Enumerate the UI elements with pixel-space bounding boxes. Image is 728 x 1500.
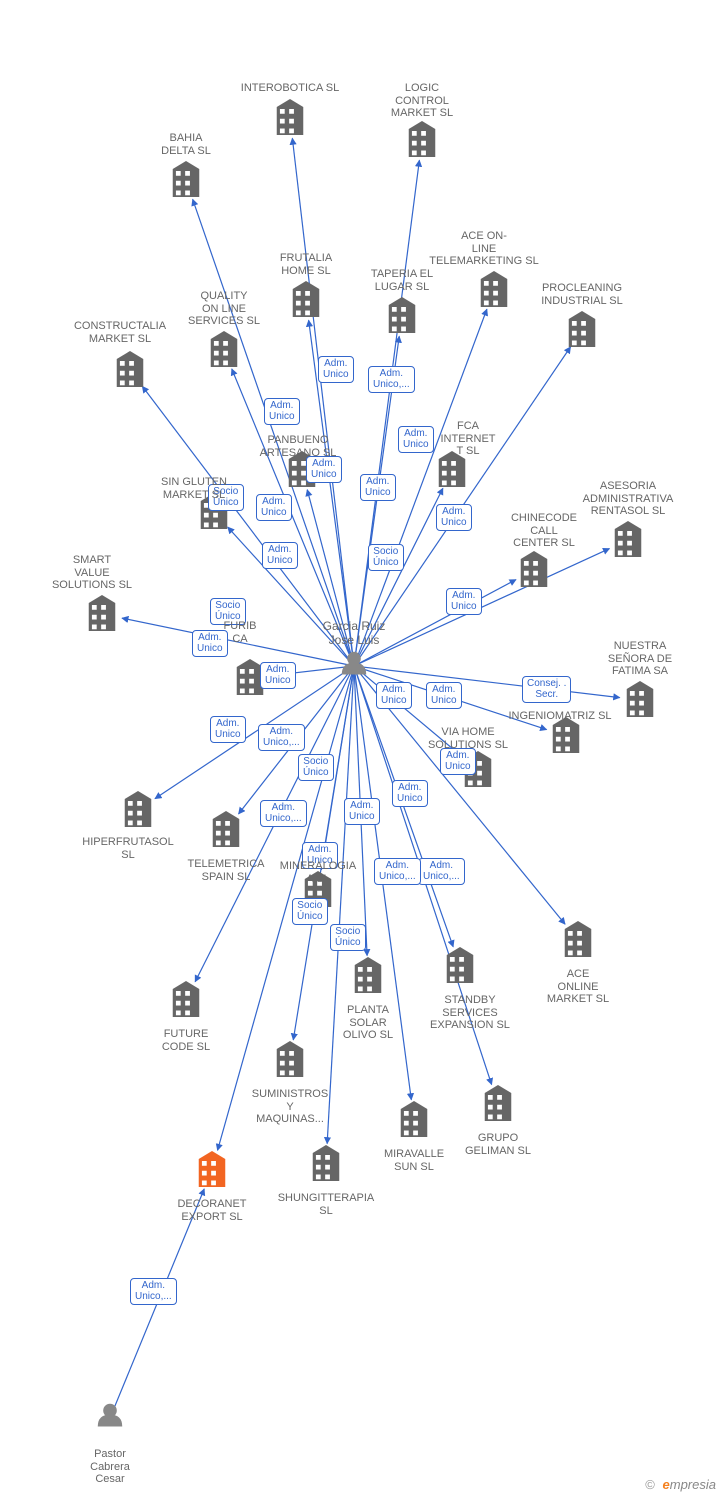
edge-label: Adm. Unico — [210, 716, 246, 743]
building-icon[interactable] — [389, 297, 416, 333]
edge-label: Adm. Unico — [440, 748, 476, 775]
edge-label: Socio Único — [208, 484, 244, 511]
building-icon[interactable] — [173, 981, 200, 1017]
edge-label: Adm. Unico,... — [260, 800, 307, 827]
building-icon[interactable] — [401, 1101, 428, 1137]
building-icon[interactable] — [277, 99, 304, 135]
edge-label: Socio Único — [210, 598, 246, 625]
edge — [122, 618, 354, 666]
building-icon[interactable] — [447, 947, 474, 983]
building-icon[interactable] — [213, 811, 240, 847]
building-icon[interactable] — [615, 521, 642, 557]
edge — [292, 138, 354, 666]
copyright-symbol: © — [645, 1477, 655, 1492]
building-icon[interactable] — [117, 351, 144, 387]
edge-label: Adm. Unico — [426, 682, 462, 709]
edge-label: Adm. Unico — [256, 494, 292, 521]
edge — [354, 580, 516, 666]
building-icon[interactable] — [313, 1145, 340, 1181]
building-icon[interactable] — [627, 681, 654, 717]
edge-label: Adm. Unico,... — [418, 858, 465, 885]
edge-label: Socio Único — [298, 754, 334, 781]
building-icon[interactable] — [409, 121, 436, 157]
edge-label: Adm. Unico — [344, 798, 380, 825]
edge-label: Adm. Unico — [264, 398, 300, 425]
building-icon[interactable] — [173, 161, 200, 197]
building-icon[interactable] — [521, 551, 548, 587]
edge-label: Adm. Unico,... — [368, 366, 415, 393]
building-icon[interactable] — [211, 331, 238, 367]
edge-label: Adm. Unico — [318, 356, 354, 383]
building-icon[interactable] — [293, 281, 320, 317]
footer-brand: © empresia — [645, 1477, 716, 1492]
building-icon[interactable] — [569, 311, 596, 347]
edge-label: Socio Único — [292, 898, 328, 925]
edge-label: Adm. Unico,... — [374, 858, 421, 885]
edge-label: Adm. Unico — [398, 426, 434, 453]
brand-rest: mpresia — [670, 1477, 716, 1492]
edge-label: Socio Único — [368, 544, 404, 571]
edge — [193, 199, 354, 666]
edge-label: Socio Único — [330, 924, 366, 951]
edge-label: Adm. Unico,... — [258, 724, 305, 751]
edge-label: Adm. Unico — [260, 662, 296, 689]
edge-label: Adm. Unico — [302, 842, 338, 869]
building-icon[interactable] — [481, 271, 508, 307]
edge-label: Adm. Unico — [446, 588, 482, 615]
building-icon[interactable] — [199, 1151, 226, 1187]
building-icon[interactable] — [565, 921, 592, 957]
edge-label: Adm. Unico,... — [130, 1278, 177, 1305]
building-icon[interactable] — [553, 717, 580, 753]
edge-label: Adm. Unico — [360, 474, 396, 501]
network-canvas — [0, 0, 728, 1500]
brand-first-letter: e — [663, 1477, 670, 1492]
edge-label: Adm. Unico — [436, 504, 472, 531]
edge-label: Consej. . Secr. — [522, 676, 571, 703]
building-icon[interactable] — [125, 791, 152, 827]
edge-label: Adm. Unico — [306, 456, 342, 483]
building-icon[interactable] — [89, 595, 116, 631]
building-icon[interactable] — [355, 957, 382, 993]
edge-label: Adm. Unico — [376, 682, 412, 709]
edge-label: Adm. Unico — [392, 780, 428, 807]
edge-label: Adm. Unico — [262, 542, 298, 569]
building-icon[interactable] — [277, 1041, 304, 1077]
building-icon[interactable] — [485, 1085, 512, 1121]
edge-label: Adm. Unico — [192, 630, 228, 657]
person-icon[interactable] — [98, 1404, 122, 1427]
edge — [354, 488, 443, 666]
building-icon[interactable] — [439, 451, 466, 487]
